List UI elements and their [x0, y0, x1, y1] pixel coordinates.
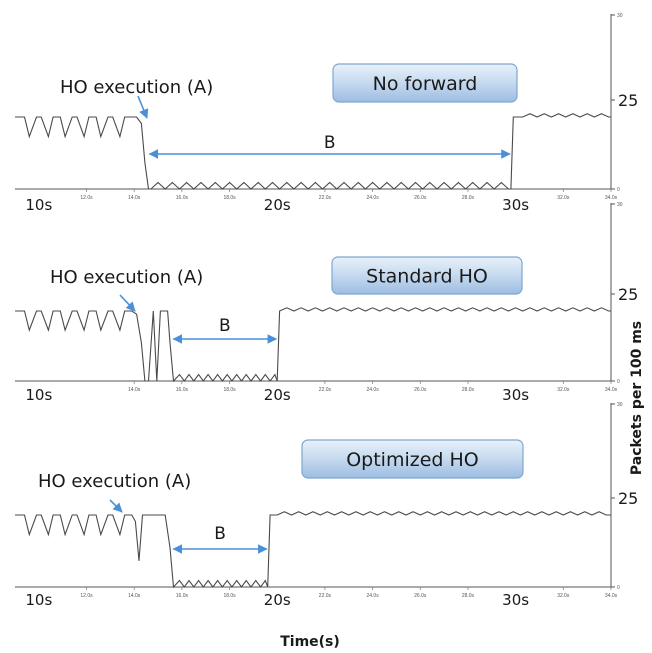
y-tick-label: 25 [618, 489, 638, 508]
x-tick-label-small: 32.0s [557, 593, 570, 599]
x-tick-label-small: 22.0s [319, 593, 332, 599]
x-tick-label-small: 34.0s [605, 387, 618, 393]
panel-title-badge: Standard HO [331, 256, 523, 295]
x-tick-label-small: 26.0s [414, 387, 427, 393]
x-tick-label-small: 18.0s [223, 387, 236, 393]
x-tick-label-small: 16.0s [176, 195, 189, 201]
x-tick-label-big: 10s [25, 591, 52, 609]
x-tick-label-small: 28.0s [462, 387, 475, 393]
x-tick-label-small: 14.0s [128, 593, 141, 599]
x-tick-label-small: 34.0s [605, 593, 618, 599]
x-tick-label-small: 16.0s [176, 387, 189, 393]
y-tick-label: 0 [617, 585, 620, 591]
gap-label: B [219, 316, 231, 336]
y-tick-label: 30 [617, 202, 623, 208]
x-tick-label-big: 30s [502, 386, 529, 404]
x-tick-label-small: 22.0s [319, 195, 332, 201]
x-tick-label-small: 34.0s [605, 195, 618, 201]
x-tick-label-small: 14.0s [128, 387, 141, 393]
x-tick-label-small: 18.0s [223, 593, 236, 599]
y-axis-label: Packets per 100 ms [629, 321, 645, 475]
gap-label: B [324, 133, 336, 153]
panel-title: Optimized HO [346, 449, 479, 471]
x-tick-label-small: 12.0s [80, 593, 93, 599]
panel-title-box [332, 63, 518, 103]
ho-execution-label: HO execution (A) [38, 471, 191, 492]
x-tick-label-big: 30s [502, 196, 529, 214]
x-tick-label-big: 20s [264, 386, 291, 404]
chart-panel-1: 30 25 0 12.0s 14.0s 16.0s 18.0s 22.0s 24.0s 26.0s… [15, 13, 638, 214]
panel-title-box [331, 256, 523, 295]
x-tick-label-small: 26.0s [414, 195, 427, 201]
chart-panel-2: 30 25 0 14.0s 16.0s 18.0s 22.0s 24.0s 26.0s 28.0s… [15, 202, 638, 404]
series-line [15, 113, 611, 190]
x-tick-label-small: 28.0s [462, 593, 475, 599]
y-tick-label: 30 [617, 13, 623, 19]
x-tick-label-small: 18.0s [223, 195, 236, 201]
y-tick-label: 30 [617, 402, 623, 408]
x-tick-label-big: 10s [25, 196, 52, 214]
x-tick-label-small: 14.0s [128, 195, 141, 201]
x-tick-label-small: 22.0s [319, 387, 332, 393]
x-tick-label-small: 16.0s [176, 593, 189, 599]
chart-panel-3: 30 25 0 12.0s 14.0s 16.0s 18.0s 22.0s 24.0s 26.0s… [15, 402, 638, 609]
x-tick-label-small: 26.0s [414, 593, 427, 599]
x-tick-label-small: 32.0s [557, 195, 570, 201]
panel-title: Standard HO [366, 266, 488, 288]
x-tick-label-small: 28.0s [462, 195, 475, 201]
gap-label: B [214, 524, 226, 544]
y-tick-label: 25 [618, 285, 638, 304]
x-axis-label: Time(s) [280, 634, 340, 650]
x-tick-label-small: 24.0s [366, 593, 379, 599]
panel-title-badge: Optimized HO [301, 439, 524, 479]
series-line [15, 511, 611, 589]
x-tick-label-big: 20s [264, 591, 291, 609]
ho-arrow [109, 499, 123, 513]
x-tick-label-big: 20s [264, 196, 291, 214]
x-tick-label-small: 24.0s [366, 387, 379, 393]
x-tick-label-big: 10s [25, 386, 52, 404]
ho-execution-label: HO execution (A) [60, 77, 213, 98]
y-tick-label: 0 [617, 187, 620, 193]
x-tick-label-small: 24.0s [366, 195, 379, 201]
panel-title-box [301, 439, 524, 479]
y-tick-label: 25 [618, 91, 638, 110]
chart-panels: 30 25 0 12.0s 14.0s 16.0s 18.0s 22.0s 24.0s 26.0s… [15, 13, 638, 609]
panel-title-badge: No forward [332, 63, 518, 103]
x-tick-label-small: 12.0s [80, 195, 93, 201]
ho-arrow [137, 95, 149, 119]
series-line [15, 307, 611, 383]
x-tick-label-big: 30s [502, 591, 529, 609]
y-tick-label: 0 [617, 379, 620, 385]
panel-title: No forward [373, 73, 478, 95]
x-tick-label-small: 32.0s [557, 387, 570, 393]
ho-execution-label: HO execution (A) [50, 267, 203, 288]
ho-arrow [119, 294, 136, 312]
